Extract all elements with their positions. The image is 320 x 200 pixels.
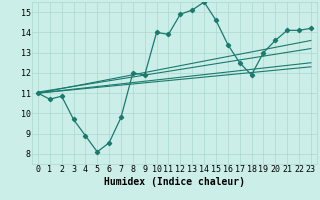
X-axis label: Humidex (Indice chaleur): Humidex (Indice chaleur) (104, 177, 245, 187)
